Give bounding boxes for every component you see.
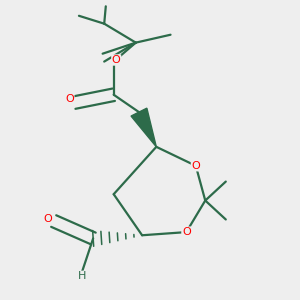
Polygon shape (131, 108, 156, 147)
Text: O: O (44, 214, 52, 224)
Text: O: O (182, 227, 191, 237)
Text: H: H (78, 271, 86, 281)
Text: O: O (112, 55, 121, 65)
Text: O: O (65, 94, 74, 104)
Text: O: O (191, 161, 200, 171)
